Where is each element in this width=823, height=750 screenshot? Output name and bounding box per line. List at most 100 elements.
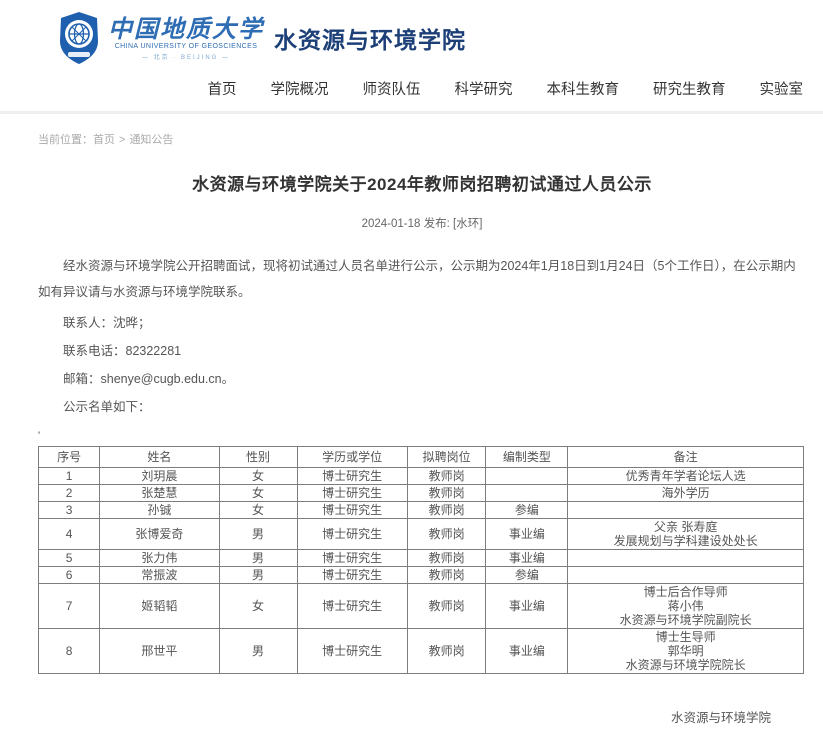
table-row: 1 刘玥晨 女 博士研究生 教师岗 优秀青年学者论坛人选: [37, 467, 804, 485]
cell-no: 8: [37, 628, 101, 674]
site-header: 中国地质大学 CHINA UNIVERSITY OF GEOSCIENCES —…: [0, 0, 823, 114]
cell-no: 5: [37, 549, 101, 567]
lead-paragraph: 经水资源与环境学院公开招聘面试，现将初试通过人员名单进行公示，公示期为2024年…: [38, 259, 796, 299]
col-header-post: 拟聘岗位: [406, 446, 487, 468]
cell-post: 教师岗: [406, 566, 487, 584]
cell-type: 事业编: [485, 549, 569, 567]
table-row: 8 邢世平 男 博士研究生 教师岗 事业编 博士生导师 郭华明 水资源与环境学院…: [37, 628, 804, 674]
cell-name: 张博爱奇: [99, 518, 220, 550]
cell-degree: 博士研究生: [296, 518, 408, 550]
cell-remark: 优秀青年学者论坛人选: [567, 467, 804, 485]
university-name-cn: 中国地质大学: [108, 13, 264, 43]
stray-mark: ': [38, 430, 41, 442]
article-body: 经水资源与环境学院公开招聘面试，现将初试通过人员名单进行公示，公示期为2024年…: [38, 253, 806, 442]
cell-remark: 博士后合作导师 蒋小伟 水资源与环境学院副院长: [567, 583, 804, 629]
col-header-remark: 备注: [567, 446, 804, 468]
cell-name: 孙铖: [99, 501, 220, 519]
cell-post: 教师岗: [406, 484, 487, 502]
breadcrumb-prefix: 当前位置：: [38, 134, 93, 146]
cell-post: 教师岗: [406, 549, 487, 567]
nav-item-research[interactable]: 科学研究: [454, 82, 513, 98]
table-row: 3 孙铖 女 博士研究生 教师岗 参编: [37, 501, 804, 519]
cell-remark: [567, 501, 804, 519]
cell-remark: 父亲 张寿庭 发展规划与学科建设处处长: [567, 518, 804, 550]
contact-phone: 联系电话：82322281: [63, 344, 182, 358]
breadcrumb-home-link[interactable]: 首页: [93, 134, 115, 146]
cell-gender: 男: [218, 549, 298, 567]
cell-gender: 女: [218, 583, 298, 629]
col-header-type: 编制类型: [485, 446, 569, 468]
cell-type: 参编: [485, 501, 569, 519]
cell-no: 2: [37, 484, 101, 502]
cell-degree: 博士研究生: [296, 628, 408, 674]
col-header-degree: 学历或学位: [296, 446, 408, 468]
breadcrumb-current-link[interactable]: 通知公告: [129, 134, 174, 146]
col-header-no: 序号: [37, 446, 101, 468]
nav-item-graduate[interactable]: 研究生教育: [653, 82, 726, 98]
page-title: 水资源与环境学院关于2024年教师岗招聘初试通过人员公示: [192, 175, 652, 194]
cell-no: 3: [37, 501, 101, 519]
cell-remark: [567, 549, 804, 567]
cell-gender: 男: [218, 566, 298, 584]
contact-person: 联系人：沈晔；: [63, 316, 151, 330]
nav-item-undergrad[interactable]: 本科生教育: [546, 82, 620, 98]
university-wordmark: 中国地质大学 CHINA UNIVERSITY OF GEOSCIENCES —…: [108, 13, 264, 61]
cell-post: 教师岗: [406, 518, 487, 550]
cell-name: 张楚慧: [99, 484, 220, 502]
table-row: 2 张楚慧 女 博士研究生 教师岗 海外学历: [37, 484, 804, 502]
cell-type: 事业编: [485, 628, 569, 674]
cell-name: 常振波: [99, 566, 220, 584]
cell-degree: 博士研究生: [296, 549, 408, 567]
cell-remark: 博士生导师 郭华明 水资源与环境学院院长: [567, 628, 804, 674]
roster-table: 序号 姓名 性别 学历或学位 拟聘岗位 编制类型 备注 1 刘玥晨 女 博士研究…: [37, 446, 804, 674]
nav-item-home[interactable]: 首页: [207, 82, 237, 98]
list-intro: 公示名单如下：: [63, 400, 151, 414]
table-row: 7 姬韬韬 女 博士研究生 教师岗 事业编 博士后合作导师 蒋小伟 水资源与环境…: [37, 583, 804, 629]
table-row: 4 张博爱奇 男 博士研究生 教师岗 事业编 父亲 张寿庭 发展规划与学科建设处…: [37, 518, 804, 550]
cell-type: 事业编: [485, 583, 569, 629]
cell-gender: 女: [218, 501, 298, 519]
cell-degree: 博士研究生: [296, 467, 408, 485]
cell-no: 7: [37, 583, 101, 629]
university-campus: — 北京 · BEIJING —: [141, 54, 230, 61]
cell-type: [485, 467, 569, 485]
cell-post: 教师岗: [406, 628, 487, 674]
signature-block: 水资源与环境学院 2024年 1月18日: [38, 707, 806, 750]
cell-name: 邢世平: [99, 628, 220, 674]
table-row: 6 常振波 男 博士研究生 教师岗 参编: [37, 566, 804, 584]
cell-type: 参编: [485, 566, 569, 584]
cell-no: 6: [37, 566, 101, 584]
cell-no: 1: [37, 467, 101, 485]
cell-degree: 博士研究生: [296, 566, 408, 584]
nav-item-overview[interactable]: 学院概况: [270, 82, 329, 98]
university-emblem-icon: [60, 12, 98, 64]
university-name-en: CHINA UNIVERSITY OF GEOSCIENCES: [114, 42, 258, 50]
main-nav: 首页 学院概况 师资队伍 科学研究 本科生教育 研究生教育 实验室: [0, 68, 823, 114]
cell-gender: 女: [218, 484, 298, 502]
announcement-article: 水资源与环境学院关于2024年教师岗招聘初试通过人员公示 2024-01-18 …: [0, 170, 823, 750]
cell-name: 刘玥晨: [99, 467, 220, 485]
signature-unit: 水资源与环境学院: [670, 711, 771, 725]
cell-no: 4: [37, 518, 101, 550]
cell-post: 教师岗: [406, 583, 487, 629]
brand: 中国地质大学 CHINA UNIVERSITY OF GEOSCIENCES —…: [0, 8, 823, 68]
contact-email: 邮箱：shenye@cugb.edu.cn。: [63, 372, 235, 386]
col-header-name: 姓名: [99, 446, 220, 468]
col-header-gender: 性别: [218, 446, 298, 468]
cell-gender: 女: [218, 467, 298, 485]
cell-degree: 博士研究生: [296, 501, 408, 519]
breadcrumb-separator: >: [119, 134, 126, 146]
cell-type: [485, 484, 569, 502]
table-header-row: 序号 姓名 性别 学历或学位 拟聘岗位 编制类型 备注: [37, 446, 804, 468]
cell-type: 事业编: [485, 518, 569, 550]
cell-name: 姬韬韬: [99, 583, 220, 629]
nav-item-lab[interactable]: 实验室: [759, 82, 804, 98]
nav-item-faculty[interactable]: 师资队伍: [362, 82, 421, 98]
cell-gender: 男: [218, 628, 298, 674]
cell-remark: [567, 566, 804, 584]
publish-meta: 2024-01-18 发布: [水环]: [361, 218, 483, 230]
cell-post: 教师岗: [406, 501, 487, 519]
school-name: 水资源与环境学院: [274, 27, 466, 53]
cell-gender: 男: [218, 518, 298, 550]
